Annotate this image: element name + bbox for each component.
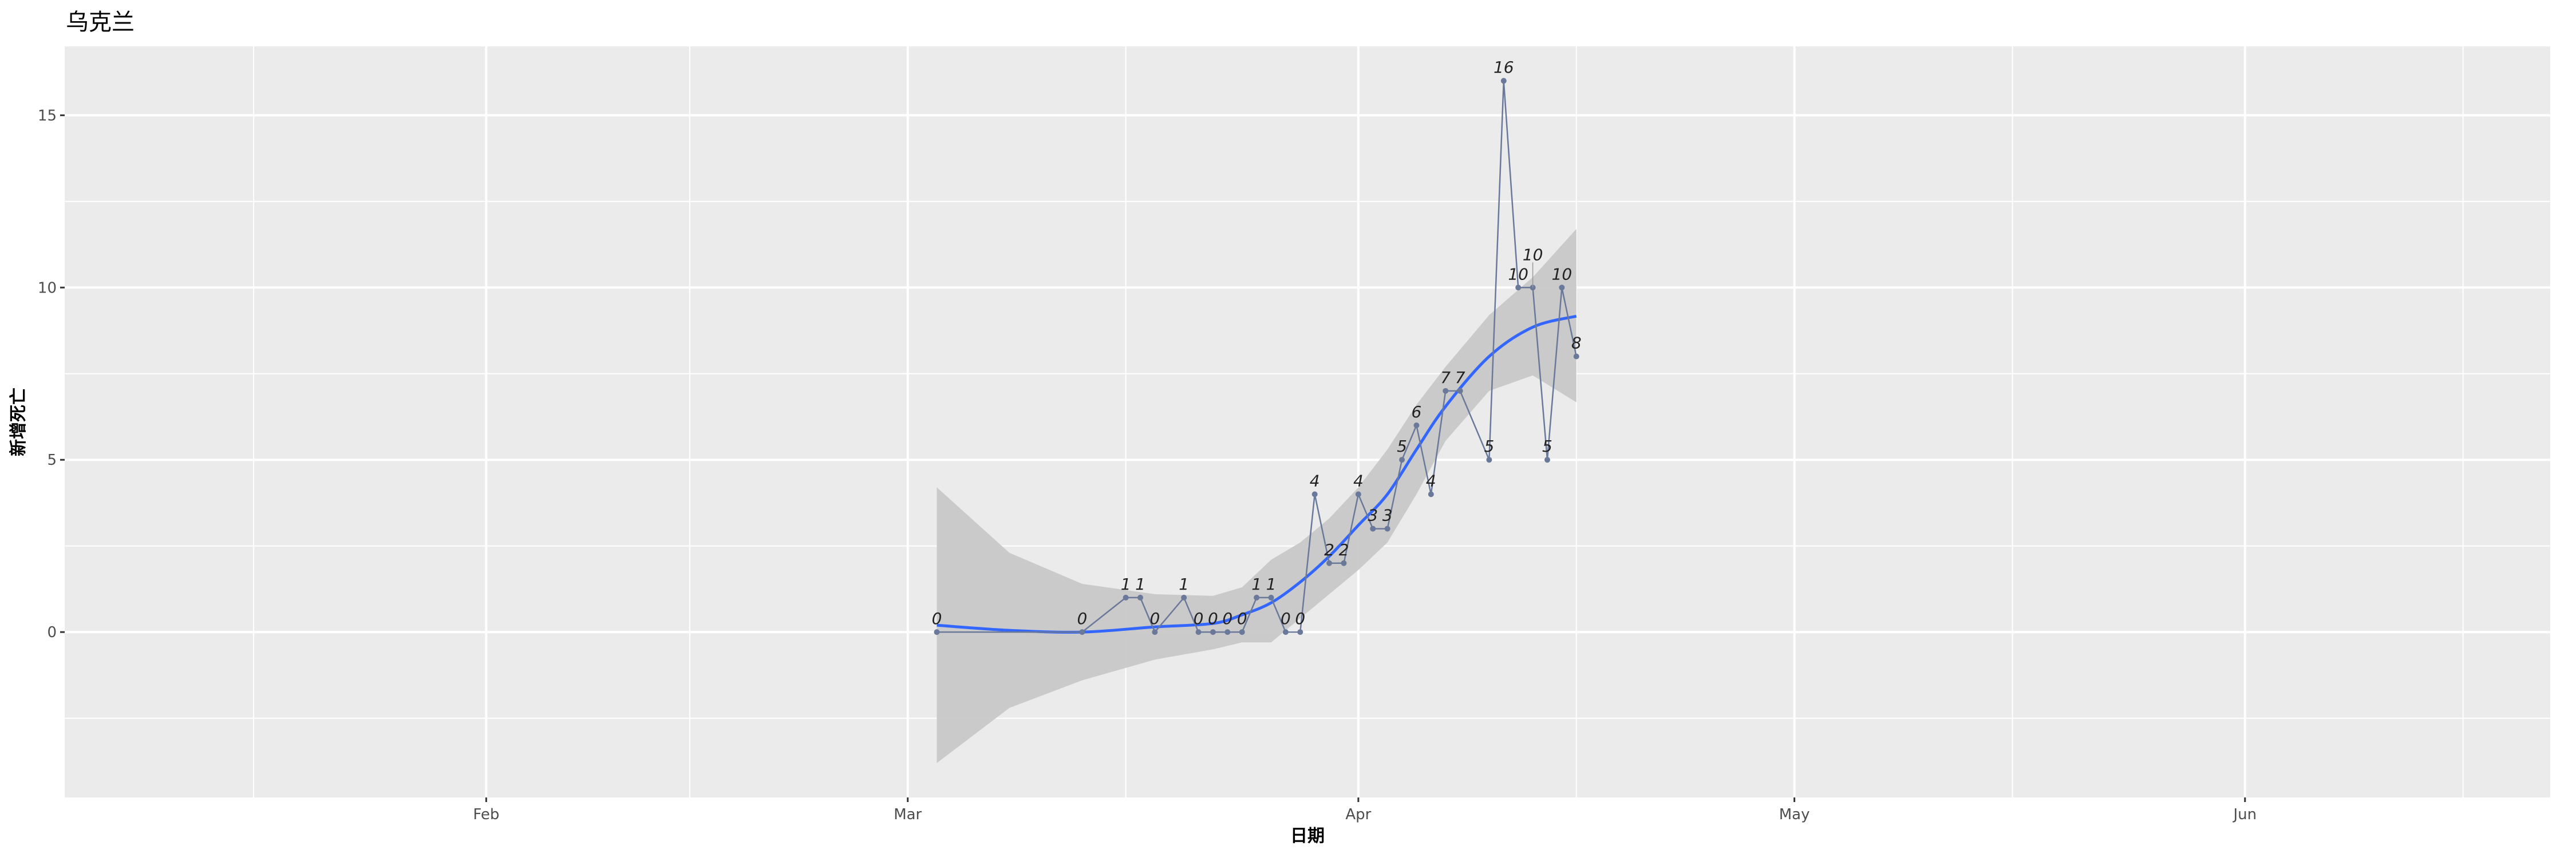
data-label: 1 xyxy=(1251,575,1262,594)
data-label: 0 xyxy=(1194,609,1204,628)
x-axis-label: 日期 xyxy=(1290,826,1325,846)
data-label: 6 xyxy=(1412,402,1422,421)
data-point xyxy=(934,629,940,635)
data-point xyxy=(1544,457,1550,463)
y-axis-label: 新增死亡 xyxy=(9,388,29,456)
data-label: 0 xyxy=(1281,609,1291,628)
series-line xyxy=(937,81,1577,634)
data-point xyxy=(1515,285,1522,291)
data-point xyxy=(1355,491,1361,497)
data-point xyxy=(1486,457,1492,463)
data-label: 0 xyxy=(932,609,942,628)
data-label: 0 xyxy=(1295,609,1305,628)
data-point xyxy=(1079,629,1085,635)
data-point xyxy=(1282,629,1289,635)
data-label: 5 xyxy=(1397,437,1407,456)
data-point xyxy=(1254,594,1260,601)
data-point xyxy=(1399,457,1405,463)
data-point xyxy=(1210,629,1216,635)
data-label: 10 xyxy=(1523,245,1543,264)
smooth-curve xyxy=(937,314,1577,634)
data-point xyxy=(1311,491,1318,497)
data-label: 4 xyxy=(1426,471,1436,490)
data-point xyxy=(1500,78,1507,84)
data-point xyxy=(1224,629,1231,635)
data-label: 0 xyxy=(1149,609,1160,628)
data-label: 1 xyxy=(1121,575,1131,594)
data-label: 0 xyxy=(1208,609,1218,628)
data-label: 2 xyxy=(1339,540,1349,559)
data-label: 10 xyxy=(1508,264,1528,283)
x-tick-label: Feb xyxy=(473,806,499,823)
confidence-band-area xyxy=(937,228,1577,763)
data-label: 5 xyxy=(1542,437,1552,456)
data-point xyxy=(1123,594,1129,601)
x-tick-label: Jun xyxy=(2232,806,2257,823)
data-point xyxy=(1239,629,1245,635)
data-label: 1 xyxy=(1266,575,1277,594)
x-tick-label: Apr xyxy=(1345,806,1371,823)
y-tick-label: 15 xyxy=(38,107,57,124)
data-point xyxy=(1137,594,1143,601)
data-label: 1 xyxy=(1179,575,1189,594)
data-label: 5 xyxy=(1484,437,1494,456)
y-tick-label: 0 xyxy=(47,624,57,641)
data-point xyxy=(1443,388,1449,394)
data-point xyxy=(1152,629,1158,635)
smooth-line xyxy=(937,314,1577,634)
data-label: 0 xyxy=(1077,609,1088,628)
data-point xyxy=(1326,560,1333,566)
y-tick-label: 5 xyxy=(47,452,57,469)
data-point xyxy=(1457,388,1463,394)
data-label: 4 xyxy=(1310,471,1320,490)
data-label: 7 xyxy=(1440,368,1451,387)
data-label: 2 xyxy=(1324,540,1334,559)
data-label: 8 xyxy=(1571,334,1582,353)
grid-minor xyxy=(65,46,2550,797)
data-label: 7 xyxy=(1455,368,1465,387)
data-series xyxy=(934,78,1579,635)
data-point xyxy=(1559,285,1565,291)
y-axis-ticks: 0 5 10 15 xyxy=(38,107,65,641)
data-label: 0 xyxy=(1222,609,1232,628)
chart-title: 乌克兰 xyxy=(66,9,135,35)
data-point xyxy=(1268,594,1274,601)
data-label: 3 xyxy=(1368,506,1378,525)
data-point xyxy=(1384,526,1390,532)
data-point xyxy=(1370,526,1376,532)
data-point xyxy=(1297,629,1303,635)
data-label: 4 xyxy=(1353,471,1364,490)
data-point xyxy=(1428,491,1434,497)
data-label: 16 xyxy=(1494,58,1514,77)
data-label: 0 xyxy=(1237,609,1247,628)
grid-major xyxy=(65,46,2550,797)
data-point xyxy=(1195,629,1202,635)
data-label: 1 xyxy=(1135,575,1145,594)
data-point xyxy=(1341,560,1347,566)
y-tick-label: 10 xyxy=(38,279,57,297)
confidence-band xyxy=(937,228,1577,763)
data-point xyxy=(1573,353,1579,360)
x-tick-label: Mar xyxy=(894,806,922,823)
x-tick-label: May xyxy=(1779,806,1810,823)
data-point xyxy=(1181,594,1187,601)
data-label: 3 xyxy=(1382,506,1393,525)
plot-panel xyxy=(65,46,2550,797)
x-axis-ticks: Feb Mar Apr May Jun xyxy=(473,797,2257,823)
data-label: 10 xyxy=(1552,264,1573,283)
data-point xyxy=(1413,422,1420,429)
